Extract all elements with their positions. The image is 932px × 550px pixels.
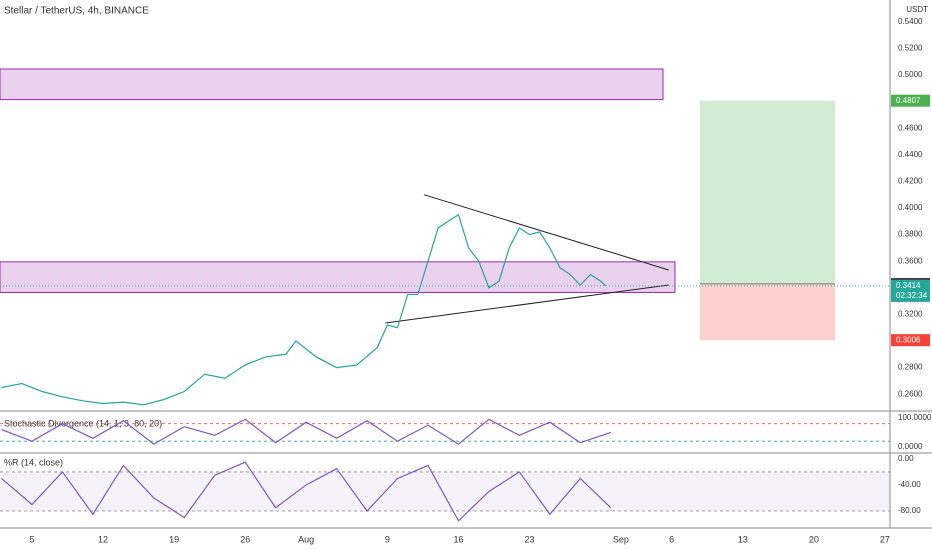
y-tick-label: 0.2800 [898,363,923,372]
x-tick-label: 23 [525,534,535,544]
y-tick-label: -40.00 [898,480,921,489]
price-label-box [891,94,930,107]
y-tick-label: 0.5000 [898,70,923,79]
y-tick-label: 0.4600 [898,123,923,132]
series-line [1,418,611,445]
y-tick-label: 0.5200 [898,44,923,53]
y-tick-label: 0.3200 [898,309,923,318]
y-tick-label: 100.0000 [898,413,932,422]
trend-line [385,284,669,324]
unit-label: USDT [906,5,928,14]
last-price-label: 0.3414 [896,281,921,290]
y-tick-label: 0.4000 [898,203,923,212]
y-tick-label: 0.3800 [898,230,923,239]
x-tick-label: 13 [738,534,748,544]
series-line [1,461,612,522]
y-tick-label: 0.5400 [898,17,923,26]
x-tick-label: 5 [29,534,34,544]
zone [0,68,664,101]
zone [0,261,676,293]
series-line [1,213,607,406]
y-tick-label: 0.00 [898,454,914,463]
chart-title: Stellar / TetherUS, 4h, BINANCE [4,6,149,17]
y-tick-label: 0.3600 [898,256,923,265]
price-label: 0.4807 [896,96,921,105]
x-tick-label: 6 [669,534,674,544]
x-tick-label: 19 [169,534,179,544]
y-tick-label: 0.4400 [898,150,923,159]
x-tick-label: 26 [240,534,250,544]
y-tick-label: 0.2600 [898,389,923,398]
x-tick-label: 20 [809,534,819,544]
price-label: 0.3006 [896,335,921,344]
y-tick-label: 0.4200 [898,177,923,186]
price-label-box [891,334,930,347]
loss-zone [700,283,835,341]
x-tick-label: 12 [98,534,108,544]
trend-line [423,194,669,271]
x-tick-label: Sep [613,534,629,544]
countdown-label: 02:32:34 [896,291,928,300]
y-tick-label: 0.0000 [898,442,923,451]
x-tick-label: 27 [880,534,890,544]
profit-zone [700,100,835,284]
indicator-title: Stochastic Divergence (14, 1, 3, 80, 20) [4,418,162,428]
x-tick-label: 16 [453,534,463,544]
x-tick-label: Aug [298,534,314,544]
indicator-title: %R (14, close) [4,457,63,467]
level-band [0,471,890,511]
x-tick-label: 9 [385,534,390,544]
last-price-box [891,279,930,302]
y-tick-label: -80.00 [898,506,921,515]
